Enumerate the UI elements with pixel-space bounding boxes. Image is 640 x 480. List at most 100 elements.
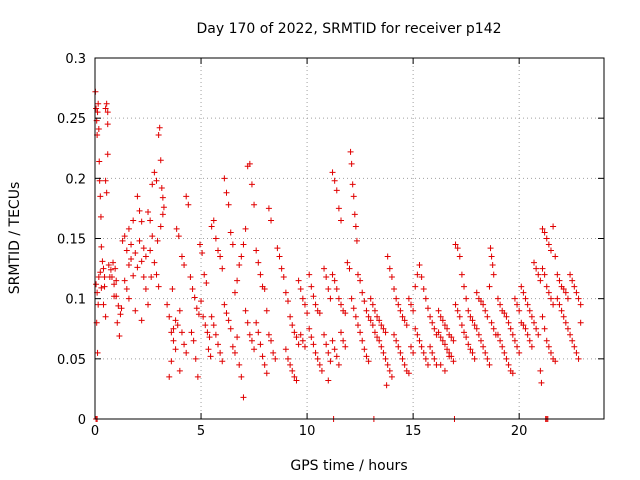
data-point [117,311,124,318]
data-point [469,317,476,324]
data-point [463,334,470,341]
data-point [380,325,387,332]
data-point [564,295,571,302]
data-point [350,193,357,200]
data-point [571,343,578,350]
data-point [386,265,393,272]
data-point [192,355,199,362]
data-point [480,301,487,308]
data-point [382,355,389,362]
data-point [130,217,137,224]
data-point [125,295,132,302]
data-point [422,355,429,362]
data-point [219,265,226,272]
data-point [577,301,584,308]
chart-title: Day 170 of 2022, SRMTID for receiver p14… [196,21,501,37]
data-point [153,271,160,278]
data-point [448,334,455,341]
data-point [522,295,529,302]
data-point [321,331,328,338]
data-point [304,310,311,317]
data-point [347,148,354,155]
data-point [416,261,423,268]
data-point [471,355,478,362]
y-tick-label: 0.3 [65,52,86,67]
data-point [346,265,353,272]
data-point [352,223,359,230]
data-point [422,295,429,302]
data-point [477,337,484,344]
data-point [134,193,141,200]
data-point [159,194,166,201]
data-point [361,346,368,353]
data-point [236,361,243,368]
data-point [94,349,101,356]
data-point [125,225,132,232]
data-point [174,322,181,329]
data-point [101,283,108,290]
data-point [261,361,268,368]
data-point [514,343,521,350]
data-point [189,286,196,293]
data-point [531,319,538,326]
data-point [374,334,381,341]
data-point [104,121,111,128]
data-point [564,325,571,332]
data-point [463,295,470,302]
data-point [545,241,552,248]
data-point [487,245,494,252]
data-point [255,259,262,266]
data-point [331,277,338,284]
data-point [166,373,173,380]
data-point [151,169,158,176]
data-point [384,253,391,260]
data-point [420,349,427,356]
data-point [562,289,569,296]
data-point [121,233,128,240]
data-point [488,253,495,260]
data-point [172,346,179,353]
data-point [201,271,208,278]
data-point [567,331,574,338]
data-point [547,247,554,254]
data-point [569,277,576,284]
data-point [437,334,444,341]
data-point [151,259,158,266]
data-point [284,355,291,362]
data-point [384,361,391,368]
data-point [291,329,298,336]
data-point [395,343,402,350]
data-point [369,301,376,308]
data-point [193,305,200,312]
data-point [293,334,300,341]
data-point [100,301,107,308]
data-point [206,334,213,341]
data-point [325,349,332,356]
data-point [97,269,104,276]
data-point [494,331,501,338]
data-point [575,355,582,362]
data-point [181,341,188,348]
data-point [316,361,323,368]
data-point [545,289,552,296]
data-point [471,322,478,329]
data-point [465,307,472,314]
data-point [388,274,395,281]
data-point [446,353,453,360]
data-point [539,225,546,232]
data-point [552,253,559,260]
data-point [194,373,201,380]
y-tick-label: 0.05 [57,353,86,368]
data-point [509,331,516,338]
data-point [371,307,378,314]
data-point [234,277,241,284]
data-point [134,264,141,271]
data-point [473,289,480,296]
data-point [335,205,342,212]
data-point [441,322,448,329]
data-point [338,217,345,224]
data-point [516,349,523,356]
data-point [435,307,442,314]
data-point [349,181,356,188]
data-point [142,253,149,260]
